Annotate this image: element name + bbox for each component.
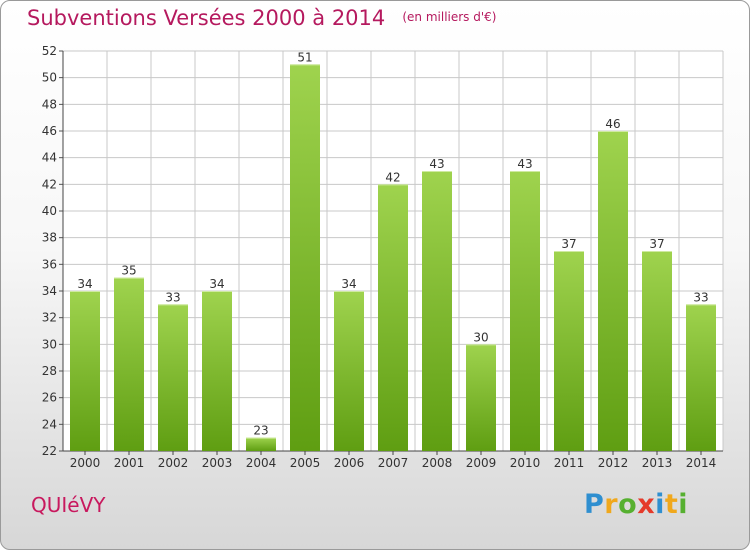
bar <box>466 344 496 451</box>
bar <box>686 304 716 451</box>
bar <box>158 304 188 451</box>
x-tick-label: 2006 <box>334 456 365 470</box>
bar-value-label: 37 <box>561 237 576 251</box>
y-tick-label: 24 <box>42 417 57 431</box>
bar <box>70 291 100 451</box>
bar-value-label: 33 <box>693 290 708 304</box>
bar-value-label: 34 <box>77 277 92 291</box>
bar-value-label: 43 <box>429 157 444 171</box>
subtitle-text: (en milliers d'€) <box>402 10 497 24</box>
x-tick-label: 2001 <box>114 456 145 470</box>
chart-title: Subventions Versées 2000 à 2014 (en mill… <box>27 6 496 30</box>
y-tick-label: 48 <box>42 97 57 111</box>
bar-value-label: 43 <box>517 157 532 171</box>
bar <box>114 277 144 451</box>
y-tick-label: 22 <box>42 444 57 458</box>
y-tick-label: 32 <box>42 311 57 325</box>
bar <box>290 64 320 452</box>
x-tick-label: 2014 <box>686 456 717 470</box>
bar <box>246 437 276 451</box>
bar-value-label: 51 <box>297 50 312 64</box>
bar <box>334 291 364 451</box>
logo-letter: x <box>637 489 656 520</box>
bar <box>202 291 232 451</box>
y-tick-label: 26 <box>42 391 57 405</box>
bar-value-label: 30 <box>473 330 488 344</box>
logo-letter: P <box>584 489 605 520</box>
bar <box>642 251 672 451</box>
y-tick-label: 52 <box>42 44 57 58</box>
y-tick-label: 40 <box>42 204 57 218</box>
bar-value-label: 34 <box>341 277 356 291</box>
y-tick-label: 28 <box>42 364 57 378</box>
bar-value-label: 35 <box>121 264 136 278</box>
x-tick-label: 2008 <box>422 456 453 470</box>
bar-value-label: 42 <box>385 170 400 184</box>
x-tick-label: 2011 <box>554 456 585 470</box>
commune-name: QUIéVY <box>31 493 106 517</box>
logo-letter: i <box>678 489 689 520</box>
logo-letter: r <box>604 489 619 520</box>
bar <box>510 171 540 451</box>
x-tick-label: 2002 <box>158 456 189 470</box>
x-tick-label: 2013 <box>642 456 673 470</box>
x-tick-label: 2004 <box>246 456 277 470</box>
x-tick-label: 2000 <box>70 456 101 470</box>
logo-letter: i <box>655 489 665 520</box>
x-tick-label: 2009 <box>466 456 497 470</box>
bar <box>598 131 628 451</box>
title-text: Subventions Versées 2000 à 2014 <box>27 6 386 30</box>
x-tick-label: 2003 <box>202 456 233 470</box>
bar-value-label: 34 <box>209 277 224 291</box>
bar-value-label: 37 <box>649 237 664 251</box>
logo-letter: t <box>664 489 679 520</box>
x-tick-label: 2007 <box>378 456 409 470</box>
y-tick-label: 50 <box>42 71 57 85</box>
y-tick-label: 42 <box>42 177 57 191</box>
y-tick-label: 34 <box>42 284 57 298</box>
x-tick-label: 2010 <box>510 456 541 470</box>
y-tick-label: 30 <box>42 337 57 351</box>
logo-letter: o <box>618 489 638 520</box>
bar-value-label: 23 <box>253 424 268 438</box>
y-tick-label: 38 <box>42 231 57 245</box>
x-tick-label: 2005 <box>290 456 321 470</box>
bar-value-label: 33 <box>165 290 180 304</box>
bar-value-label: 46 <box>605 117 620 131</box>
x-tick-label: 2012 <box>598 456 629 470</box>
proxiti-logo: Proxiti <box>584 489 688 520</box>
bar <box>378 184 408 452</box>
bar <box>422 171 452 451</box>
y-tick-label: 36 <box>42 257 57 271</box>
bar <box>554 251 584 451</box>
y-tick-label: 46 <box>42 124 57 138</box>
y-tick-label: 44 <box>42 151 57 165</box>
